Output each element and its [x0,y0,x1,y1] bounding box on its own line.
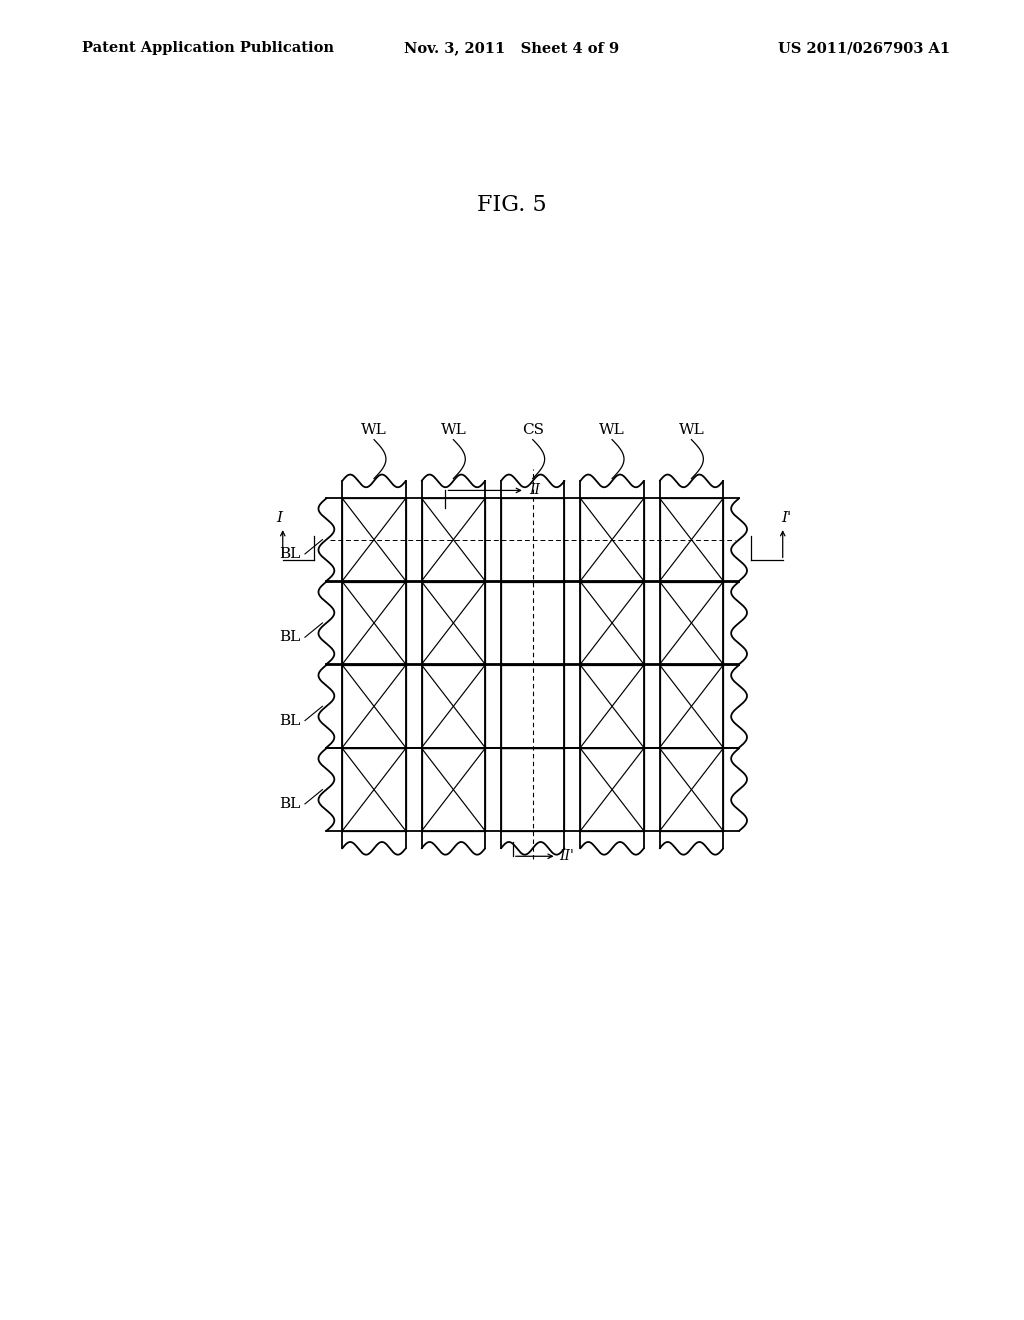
Text: II: II [528,483,540,498]
Text: WL: WL [679,424,705,437]
Text: US 2011/0267903 A1: US 2011/0267903 A1 [778,41,950,55]
Text: WL: WL [361,424,387,437]
Text: BL: BL [279,546,300,561]
Text: BL: BL [279,630,300,644]
Text: Patent Application Publication: Patent Application Publication [82,41,334,55]
Text: II': II' [559,849,573,863]
Text: I': I' [781,511,792,525]
Text: WL: WL [599,424,625,437]
Text: WL: WL [440,424,466,437]
Text: I: I [275,511,282,525]
Text: BL: BL [279,714,300,727]
Text: Nov. 3, 2011   Sheet 4 of 9: Nov. 3, 2011 Sheet 4 of 9 [404,41,620,55]
Text: FIG. 5: FIG. 5 [477,194,547,215]
Text: CS: CS [522,424,544,437]
Text: BL: BL [279,797,300,810]
